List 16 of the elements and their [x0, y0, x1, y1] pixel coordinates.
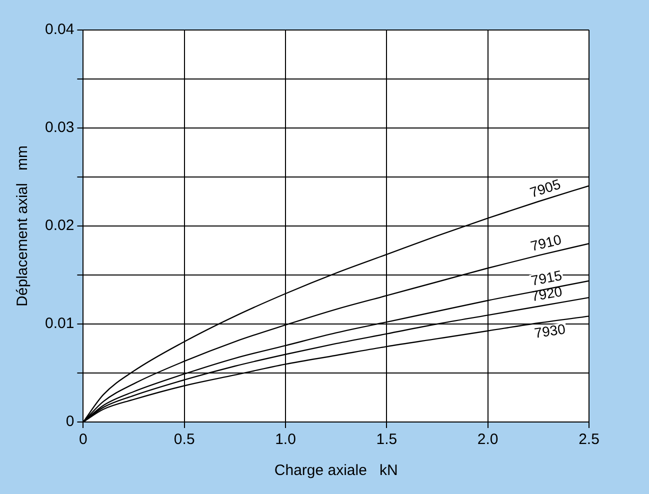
x-tick-label: 2.5	[578, 431, 600, 448]
y-axis-title: Déplacement axial mm	[14, 146, 32, 306]
x-tick-label: 0.5	[174, 431, 195, 448]
x-axis-title: Charge axiale kN	[274, 462, 398, 480]
x-tick-label: 2.0	[477, 431, 498, 448]
text: 7905	[528, 176, 563, 201]
y-tick-label: 0	[66, 413, 74, 430]
y-tick-label: 0.03	[44, 119, 74, 136]
y-tick-label: 0.04	[44, 21, 74, 38]
y-tick-label: 0.02	[44, 217, 74, 234]
x-tick-label: 1.5	[376, 431, 398, 448]
text: 7930	[533, 320, 567, 341]
x-tick-label: 1.0	[275, 431, 296, 448]
x-tick-label: 0	[79, 431, 88, 448]
y-tick-label: 0.01	[44, 315, 74, 332]
text: 7910	[528, 231, 564, 254]
